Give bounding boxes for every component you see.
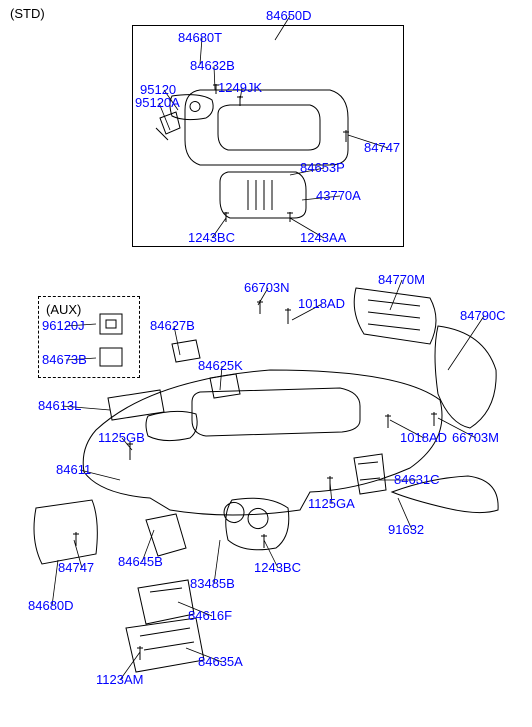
part-label-91632: 91632 [388,522,424,537]
cover-84680D [34,500,97,564]
screw-1243BC-b [261,534,267,548]
part-label-84625K: 84625K [198,358,243,373]
screw-1018AD-b [385,414,391,428]
part-label-84680T: 84680T [178,30,222,45]
bracket-84635A [126,618,204,672]
part-label-84613L: 84613L [38,398,81,413]
part-label-84650D: 84650D [266,8,312,23]
cup-holder-83485B [224,498,289,550]
part-label-66703M: 66703M [452,430,499,445]
top-group-box [132,25,404,247]
part-label-84611: 84611 [56,462,91,477]
part-label-1249JK: 1249JK [218,80,262,95]
bracket-84631C [354,454,386,494]
part-label-1243BC: 1243BC [254,560,301,575]
part-label-95120A: 95120A [135,95,180,110]
part-label-84627B: 84627B [150,318,195,333]
part-label-1125GB: 1125GB [98,430,145,445]
part-label-84632B: 84632B [190,58,235,73]
part-label-83485B: 83485B [190,576,235,591]
part-label-84631C: 84631C [394,472,440,487]
part-label-66703N: 66703N [244,280,290,295]
console-cup-well [146,411,197,440]
part-label-84747: 84747 [364,140,400,155]
diagram-stage: { "diagram": { "type": "exploded-parts-d… [0,0,532,727]
part-label-1123AM: 1123AM [96,672,143,687]
context-label: (STD) [10,6,45,21]
screw-84747-b [73,532,79,546]
part-label-84673B: 84673B [42,352,87,367]
part-label-84635A: 84635A [198,654,243,669]
rear-cover-84790C [435,326,496,428]
part-label-1243BC: 1243BC [188,230,235,245]
rear-panel-slots [368,300,420,330]
part-label-1018AD: 1018AD [298,296,345,311]
part-label-84770M: 84770M [378,272,425,287]
console-top-opening [192,388,360,436]
part-label-84790C: 84790C [460,308,506,323]
part-label-96120J: 96120J [42,318,85,333]
cap-84625K [210,374,240,398]
part-label-84616F: 84616F [188,608,232,623]
screw-1018AD-a [285,308,291,324]
part-label-1125GA: 1125GA [308,496,355,511]
bracket-84616F [138,580,194,624]
part-label-1018AD: 1018AD [400,430,447,445]
part-label-84645B: 84645B [118,554,163,569]
part-label-84653P: 84653P [300,160,345,175]
screw-1123AM [137,646,143,660]
screw-66703M [431,412,437,426]
part-label-43770A: 43770A [316,188,361,203]
part-label-1243AA: 1243AA [300,230,346,245]
part-label-84747: 84747 [58,560,94,575]
context-label: (AUX) [46,302,81,317]
cap-84627B [172,340,200,362]
part-label-84680D: 84680D [28,598,74,613]
